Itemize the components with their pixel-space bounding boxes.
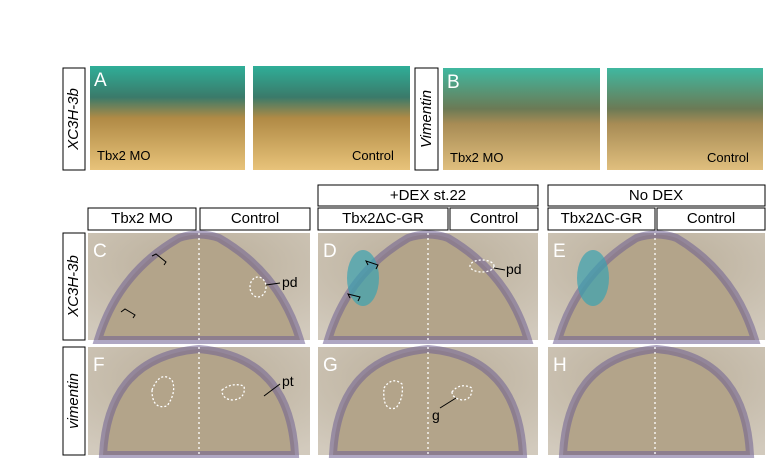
annotation: pd (282, 274, 298, 290)
annotation: pd (506, 261, 522, 277)
outline (221, 384, 245, 401)
group-header: +DEX st.22 (390, 187, 466, 204)
caption: Tbx2 MO (450, 150, 503, 165)
photo (607, 68, 763, 170)
pointer (439, 397, 457, 409)
stain (577, 250, 609, 306)
outline (469, 259, 495, 273)
panel-letter: C (93, 241, 107, 262)
pointer (263, 383, 281, 397)
panel-letter: F (93, 355, 105, 376)
column-box (199, 207, 311, 231)
label-box (62, 67, 86, 171)
row-label: XC3H-3b (65, 88, 82, 151)
group-box (317, 184, 539, 207)
bracket (151, 253, 167, 266)
label-box (62, 346, 86, 456)
column-box (656, 207, 766, 231)
column-box (87, 207, 197, 231)
outline (451, 385, 473, 401)
photo (90, 66, 245, 170)
panel-letter: B (447, 72, 460, 93)
stain (347, 250, 379, 306)
panel-letter: A (94, 70, 107, 91)
tissue (558, 344, 755, 459)
column-header: Tbx2ΔC-GR (561, 210, 643, 227)
caption: Tbx2 MO (97, 148, 150, 163)
outline (151, 376, 175, 408)
panel-letter: G (323, 355, 338, 376)
photo (443, 68, 600, 170)
pointer (493, 267, 506, 271)
column-header: Control (470, 210, 518, 227)
annotation: pt (282, 373, 294, 389)
annotation: g (432, 407, 440, 423)
column-header: Control (687, 210, 735, 227)
column-box (449, 207, 539, 231)
panel-letter: H (553, 355, 567, 376)
column-box (317, 207, 449, 231)
row-label: Vimentin (418, 90, 435, 148)
bracket (347, 293, 361, 302)
group-header: No DEX (629, 187, 683, 204)
bracket (365, 260, 379, 270)
panel-letter: D (323, 241, 337, 262)
column-header: Control (231, 210, 279, 227)
label-box (62, 232, 86, 341)
bracket (120, 308, 136, 319)
column-box (547, 207, 656, 231)
column-header: Tbx2ΔC-GR (342, 210, 424, 227)
row-label: vimentin (65, 373, 82, 429)
row-label: XC3H-3b (65, 255, 82, 318)
column-header: Tbx2 MO (111, 210, 173, 227)
group-box (547, 184, 766, 207)
caption: Control (707, 150, 749, 165)
label-box (414, 67, 439, 171)
panel-letter: E (553, 241, 566, 262)
photo (253, 66, 410, 170)
pointer (265, 282, 281, 286)
caption: Control (352, 148, 394, 163)
tissue (92, 230, 306, 344)
outline (249, 276, 267, 298)
